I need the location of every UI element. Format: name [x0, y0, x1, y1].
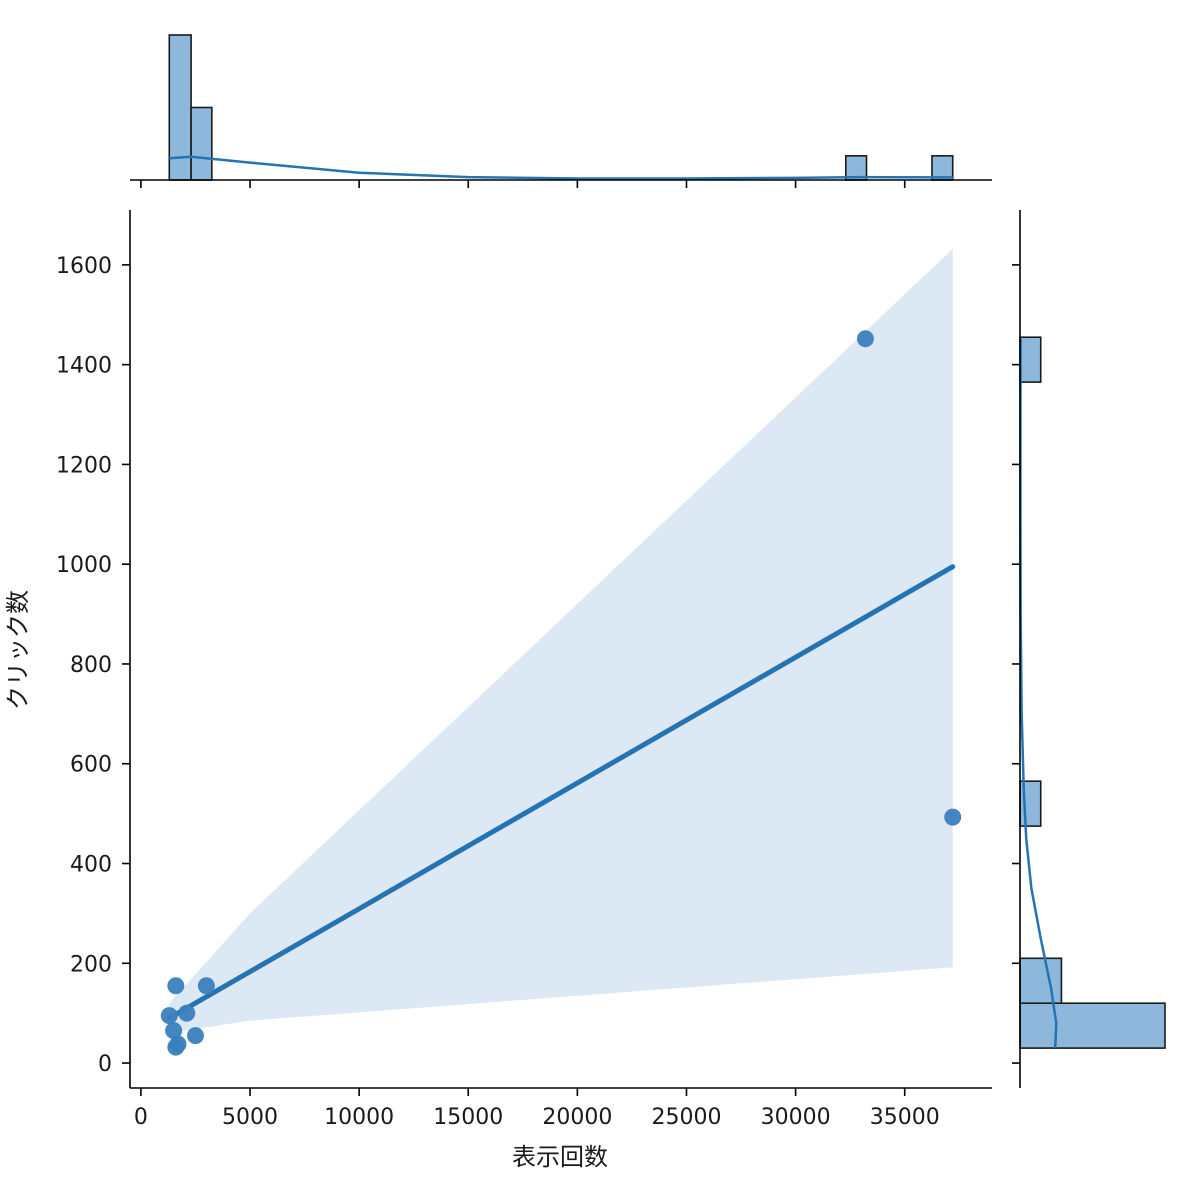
y-tick-label: 1400 — [56, 354, 112, 379]
scatter-point-3 — [165, 1022, 183, 1040]
regression-line-layer — [166, 564, 956, 1021]
x-kde-curve — [169, 155, 953, 180]
y-marginal-histogram — [1012, 210, 1166, 1088]
x-tick-label: 30000 — [761, 1105, 831, 1130]
y-tick-label: 800 — [70, 653, 112, 678]
scatter-point-8 — [197, 977, 215, 995]
x-hist-bar — [190, 106, 213, 181]
scatter-point-7 — [186, 1027, 204, 1045]
confidence-band-layer — [169, 248, 953, 1034]
x-tick-label: 35000 — [870, 1105, 940, 1130]
y-tick-label: 0 — [98, 1052, 112, 1077]
y-tick-label: 200 — [70, 952, 112, 977]
y-tick-label: 600 — [70, 753, 112, 778]
y-hist-bar — [1019, 336, 1042, 383]
scatter-point-10 — [944, 808, 962, 826]
y-hist-bar — [1019, 1002, 1166, 1049]
scatter-points-layer — [160, 330, 962, 1056]
x-axis-title: 表示回数 — [512, 1143, 608, 1171]
x-marginal-histogram — [130, 34, 992, 188]
confidence-band — [169, 248, 953, 1034]
x-tick-label: 20000 — [542, 1105, 612, 1130]
y-kde-curve — [1019, 338, 1058, 1049]
scatter-point-1 — [160, 1007, 178, 1025]
regression-line — [166, 564, 956, 1021]
ticks-layer: 0 5000 10000 15000 20000 25000 30000 35000 0 200 4… — [56, 254, 940, 1130]
y-tick-label: 1600 — [56, 254, 112, 279]
y-tick-label: 400 — [70, 853, 112, 878]
scatter-point-9 — [856, 330, 874, 348]
y-tick-label: 1000 — [56, 553, 112, 578]
x-tick-label: 0 — [134, 1105, 148, 1130]
y-hist-bar — [1019, 957, 1063, 1004]
x-tick-label: 5000 — [222, 1105, 278, 1130]
axes-layer — [129, 210, 992, 1089]
x-tick-label: 15000 — [433, 1105, 503, 1130]
scatter-point-2 — [167, 977, 185, 995]
y-axis-title: クリック数 — [4, 590, 32, 710]
scatter-point-6 — [178, 1004, 196, 1022]
x-tick-label: 10000 — [324, 1105, 394, 1130]
x-tick-label: 25000 — [651, 1105, 721, 1130]
y-tick-label: 1200 — [56, 453, 112, 478]
scatter-point-5 — [169, 1035, 187, 1053]
